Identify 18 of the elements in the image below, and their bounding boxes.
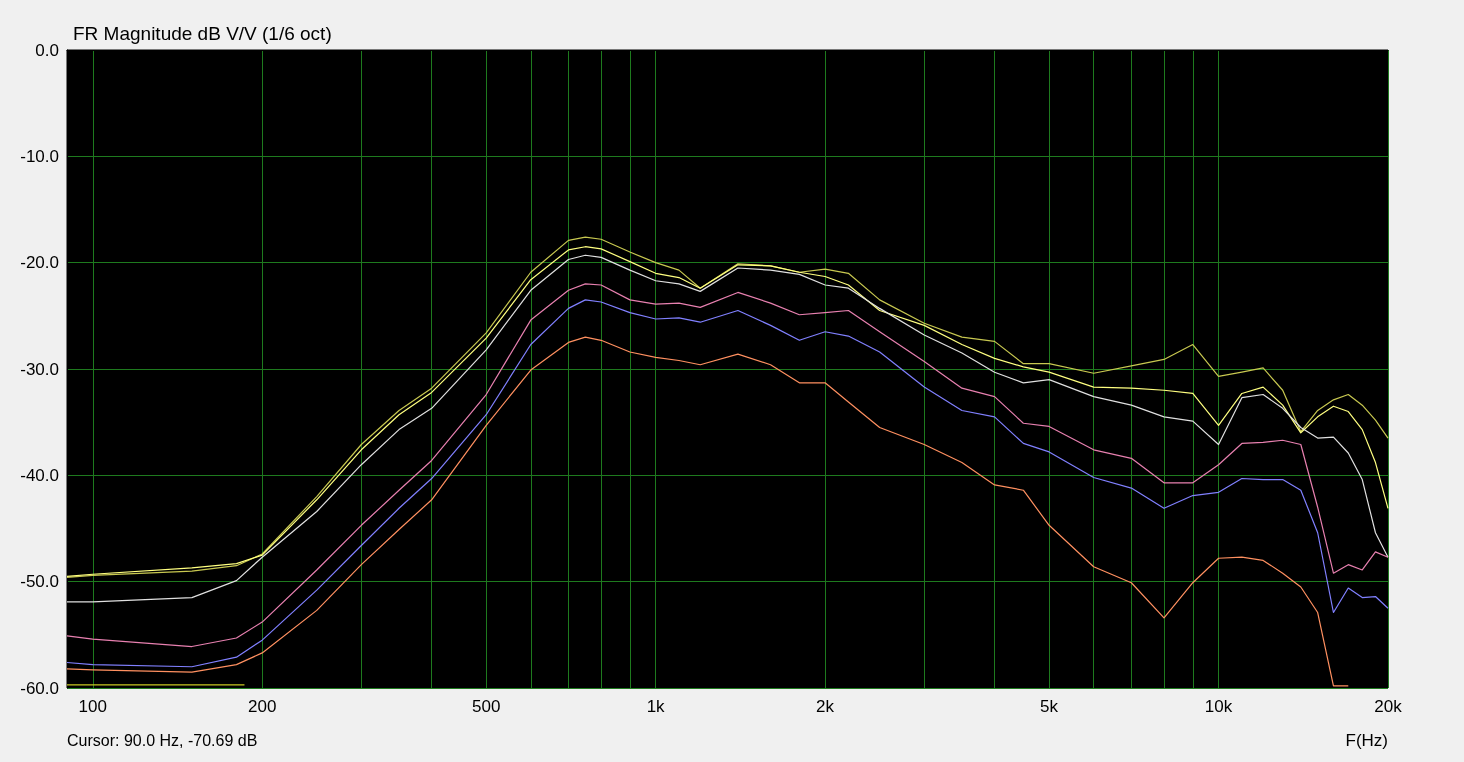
x-tick-label: 100 [78, 697, 107, 716]
y-tick-label: -40.0 [20, 465, 59, 485]
text: Cursor: 90.0 Hz, -70.69 dB [67, 731, 258, 749]
y-tick-label: -60.0 [20, 678, 59, 698]
chart-title: FR Magnitude dB V/V (1/6 oct) [73, 23, 332, 44]
x-axis-title: F(Hz) [1345, 731, 1388, 750]
x-tick-label: 10k [1204, 697, 1233, 716]
x-tick-label: 1k [646, 697, 666, 716]
y-tick-label: -10.0 [20, 146, 59, 166]
y-tick-label: -50.0 [20, 572, 59, 592]
x-tick-label: 5k [1040, 697, 1059, 716]
y-tick-label: -20.0 [20, 253, 59, 273]
y-tick-label: 0.0 [35, 40, 59, 60]
x-tick-label: 500 [472, 697, 501, 716]
x-tick-label: 200 [248, 697, 277, 716]
x-tick-label: 20k [1374, 697, 1403, 716]
x-tick-label: 2k [816, 697, 835, 716]
y-tick-label: -30.0 [20, 359, 59, 379]
